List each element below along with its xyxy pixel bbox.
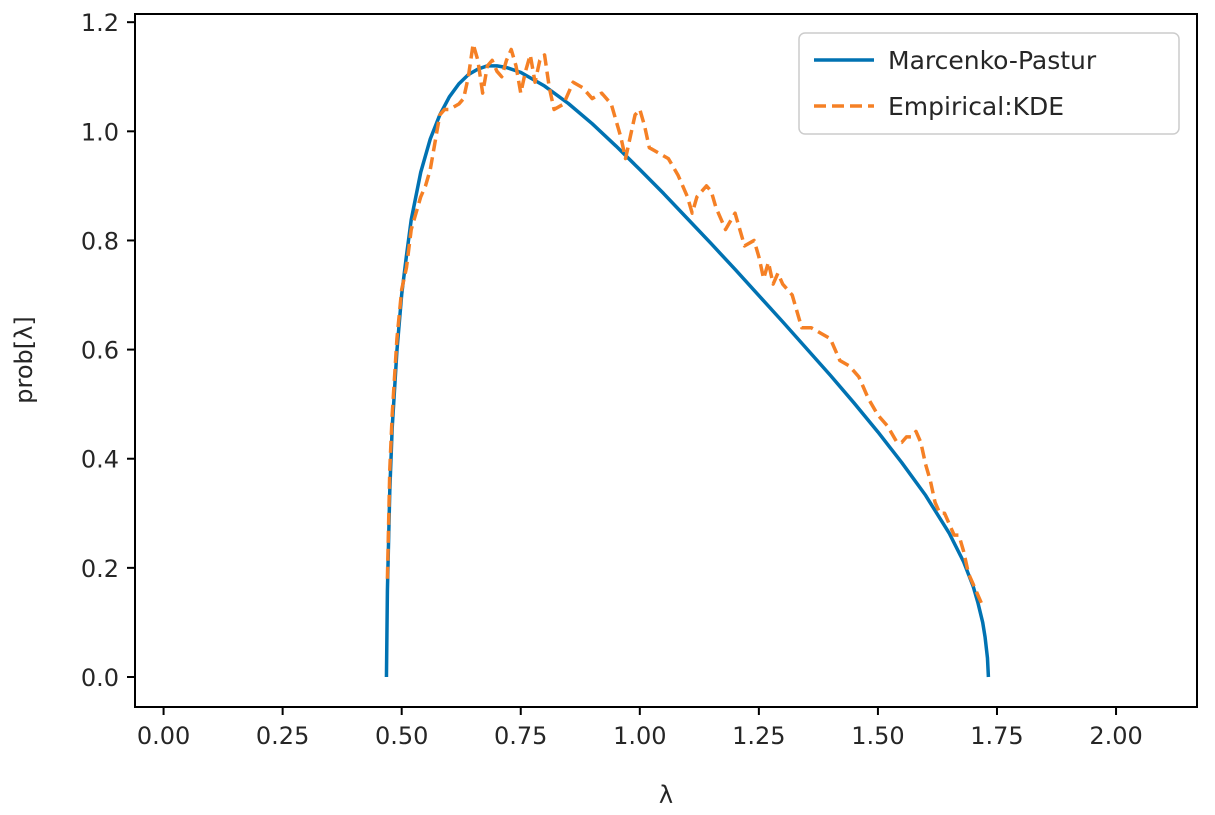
x-tick-label: 1.75 — [970, 722, 1023, 750]
x-tick-label: 1.00 — [613, 722, 666, 750]
y-tick-label: 0.8 — [81, 227, 119, 255]
series-line-empirical-kde — [385, 42, 985, 607]
series-line-marcenko-pastur — [384, 64, 991, 678]
y-tick-label: 1.0 — [81, 118, 119, 146]
y-tick-label: 0.0 — [81, 664, 119, 692]
series-group — [384, 42, 991, 678]
y-tick-label: 1.2 — [81, 9, 119, 37]
y-tick-label: 0.4 — [81, 446, 119, 474]
x-tick-label: 0.50 — [375, 722, 428, 750]
x-tick-label: 0.25 — [256, 722, 309, 750]
y-tick-label: 0.2 — [81, 555, 119, 583]
y-tick-label: 0.6 — [81, 337, 119, 365]
x-tick-label: 1.50 — [851, 722, 904, 750]
legend-label-marcenko-pastur: Marcenko-Pastur — [888, 46, 1097, 75]
legend: Marcenko-Pastur Empirical:KDE — [798, 32, 1180, 135]
ticks: 0.00 0.25 0.50 0.75 1.00 1.25 1.50 1.75 2.00 0.0 0… — [81, 9, 1143, 750]
legend-label-empirical-kde: Empirical:KDE — [888, 92, 1064, 121]
x-tick-label: 2.00 — [1089, 722, 1142, 750]
x-tick-label: 0.75 — [494, 722, 547, 750]
x-axis-label: λ — [659, 781, 673, 809]
y-axis-label: prob[λ] — [10, 316, 38, 403]
x-tick-label: 0.00 — [137, 722, 190, 750]
legend-box — [798, 32, 1180, 135]
x-tick-label: 1.25 — [732, 722, 785, 750]
